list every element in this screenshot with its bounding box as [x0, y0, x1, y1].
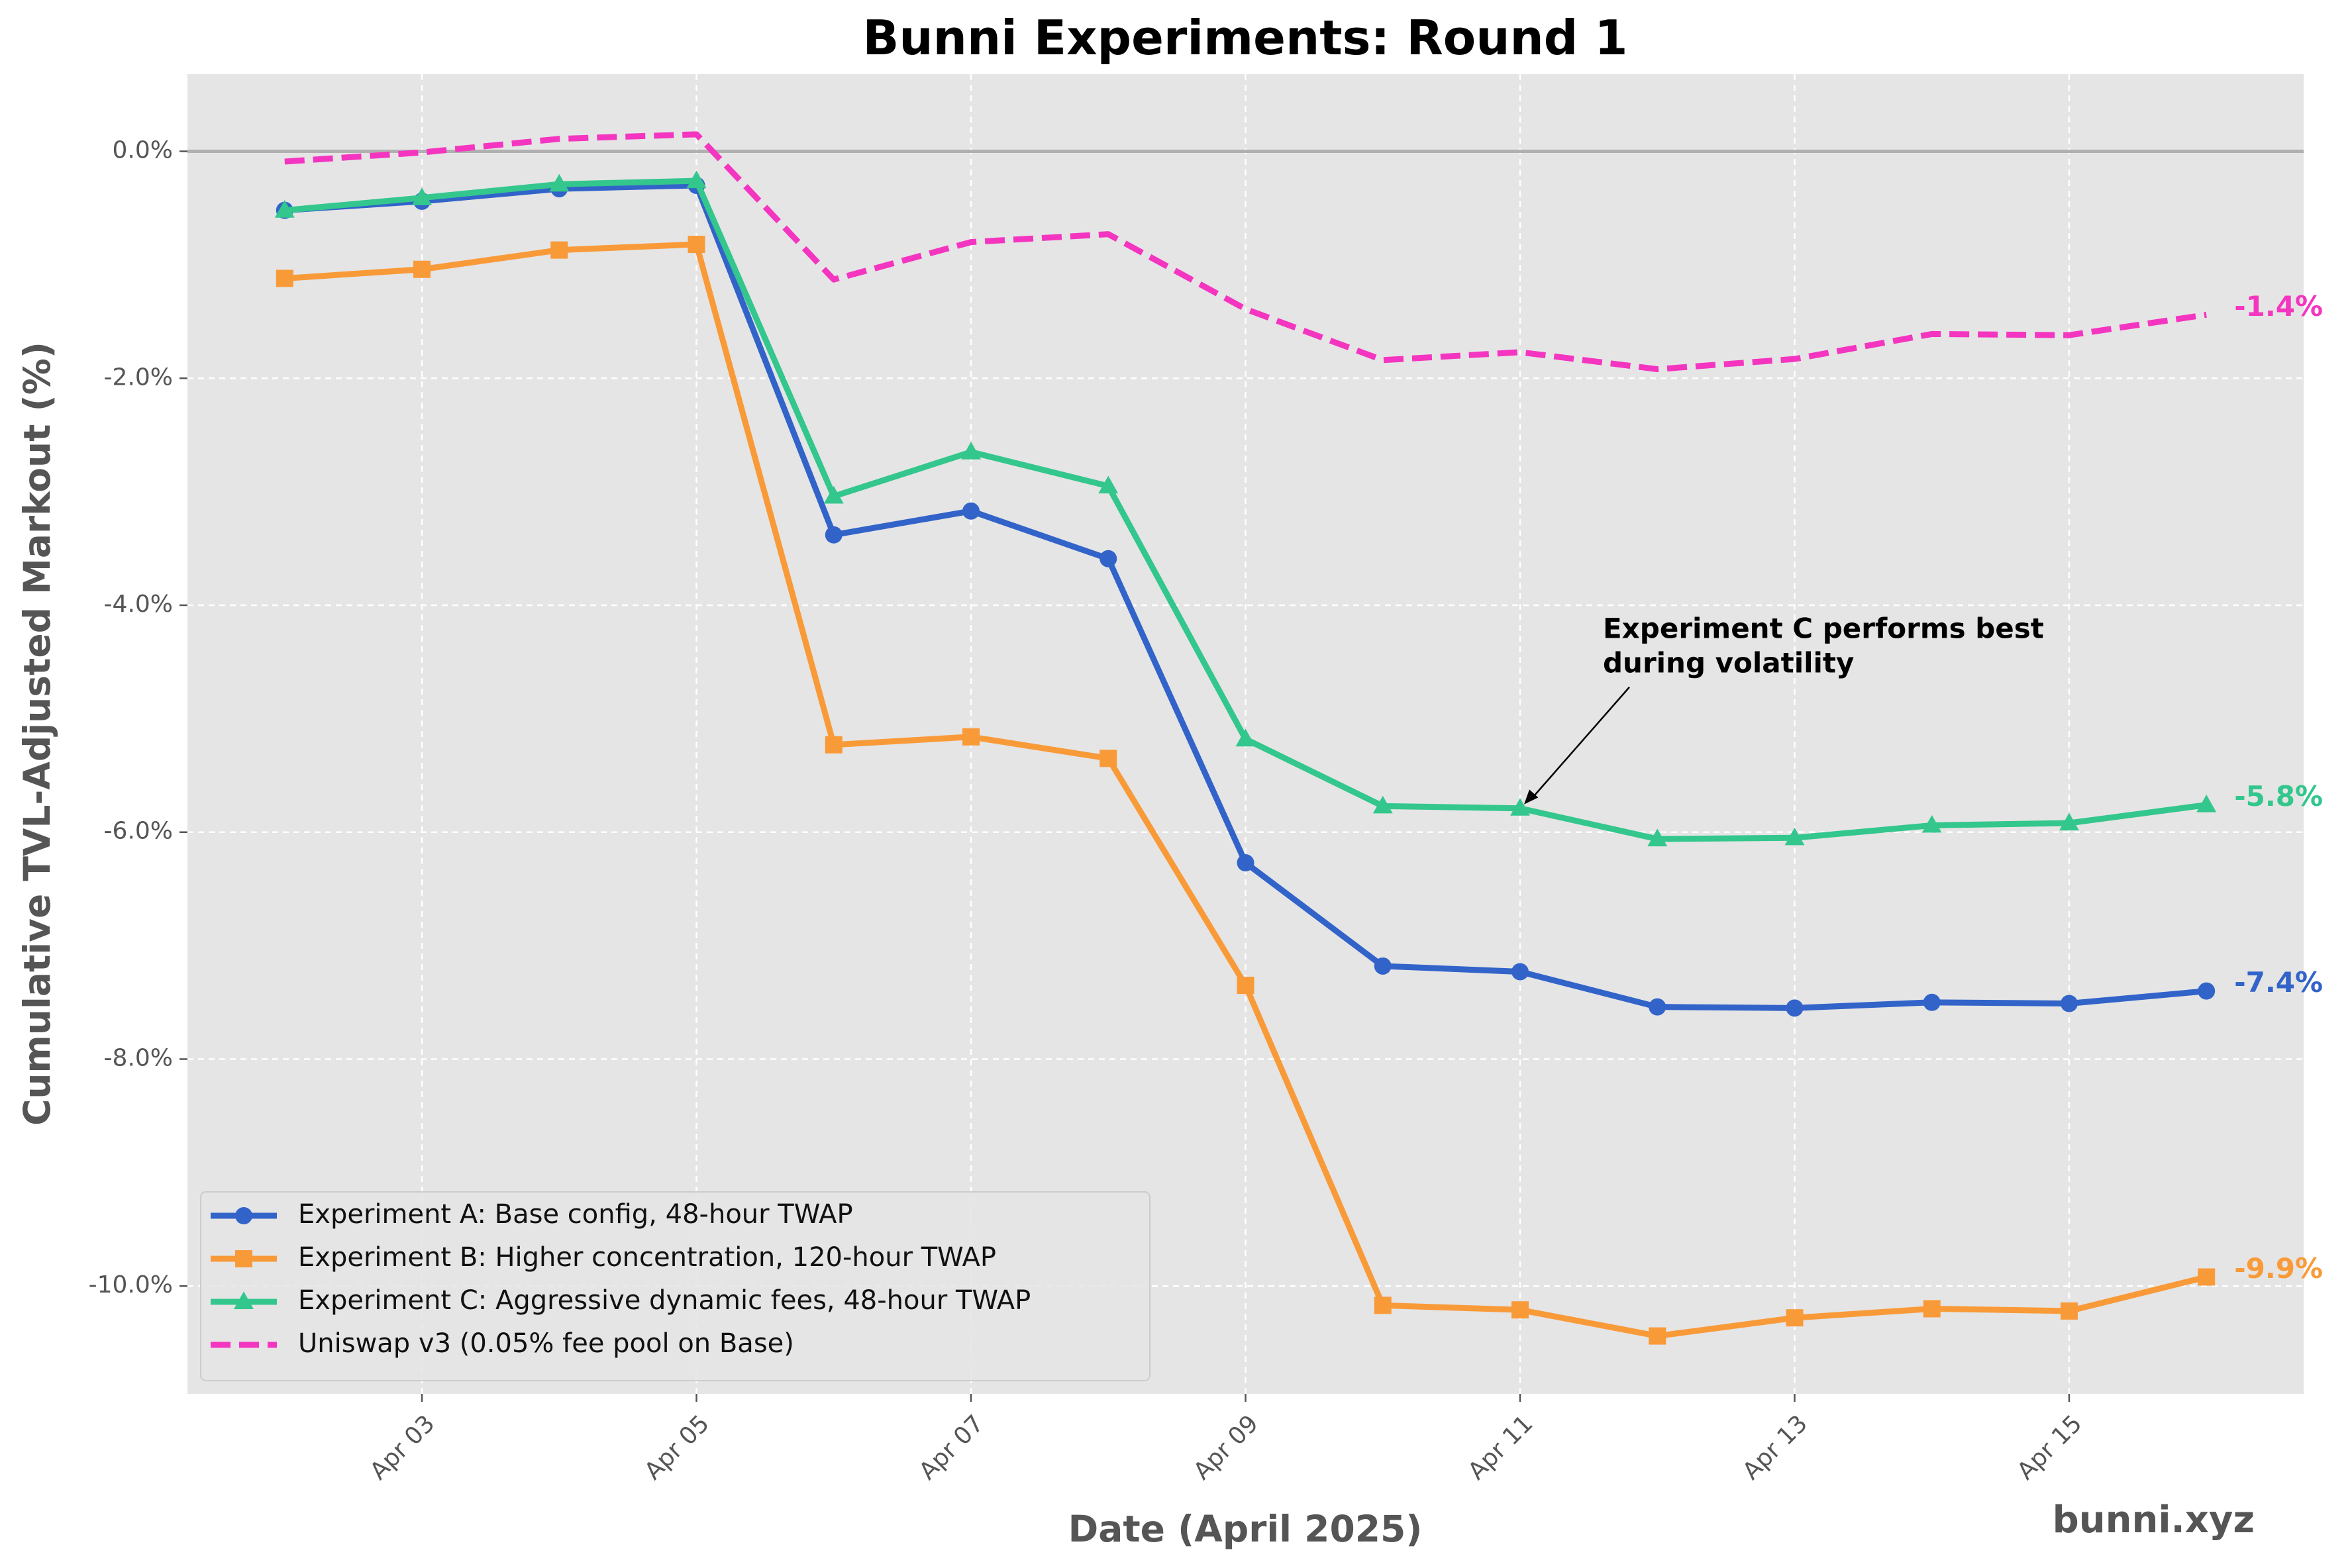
x-axis-label: Date (April 2025): [1068, 1508, 1423, 1550]
annotation-text-line2: during volatility: [1603, 647, 1854, 679]
end-labels: -7.4% -9.9% -5.8% -1.4%: [2234, 290, 2323, 1285]
data-point: [1649, 1327, 1666, 1345]
data-point: [1510, 798, 1530, 816]
series-end-label: -5.8%: [2234, 780, 2323, 812]
data-point: [1786, 999, 1804, 1017]
data-point: [412, 187, 432, 205]
data-point: [1649, 998, 1666, 1016]
annotation-arrow: [1530, 686, 1630, 801]
legend-box: [200, 1191, 1150, 1381]
y-axis: 0.0% -2.0% -4.0% -6.0% -8.0% -10.0%: [89, 137, 187, 1298]
data-point: [2060, 995, 2078, 1012]
data-point: [1647, 828, 1668, 847]
y-axis-label: Cumulative TVL-Adjusted Markout (%): [16, 342, 58, 1126]
series-end-label: -9.9%: [2234, 1252, 2323, 1285]
data-point: [1235, 728, 1256, 747]
y-tick-label: -8.0%: [104, 1044, 173, 1071]
data-point: [961, 442, 981, 460]
data-point: [2060, 1302, 2078, 1320]
series-1: [276, 176, 2216, 1017]
y-tick-label: -10.0%: [89, 1271, 173, 1298]
data-point: [2196, 795, 2217, 812]
data-point: [2059, 812, 2079, 831]
data-point: [1237, 854, 1254, 872]
data-point: [962, 728, 980, 746]
legend-label: Experiment A: Base config, 48-hour TWAP: [298, 1199, 853, 1230]
data-point: [1511, 963, 1529, 981]
series-line: [284, 131, 2207, 373]
data-point: [1098, 475, 1119, 494]
data-point: [549, 173, 570, 192]
series-3: [274, 170, 2217, 847]
data-point: [1099, 550, 1117, 567]
y-tick-label: -4.0%: [104, 591, 173, 618]
y-tick-label: -2.0%: [104, 364, 173, 391]
data-point: [276, 270, 293, 287]
data-point: [825, 526, 843, 544]
data-point: [823, 485, 844, 504]
series-end-label: -7.4%: [2234, 966, 2323, 999]
data-point: [1923, 993, 1941, 1011]
data-point: [688, 236, 705, 254]
legend-label: Experiment C: Aggressive dynamic fees, 4…: [298, 1285, 1031, 1316]
series-group: [274, 131, 2217, 1345]
y-tick-label: -6.0%: [104, 818, 173, 845]
watermark: bunni.xyz: [2053, 1498, 2255, 1542]
data-point: [1372, 795, 1393, 814]
data-point: [274, 200, 295, 218]
data-point: [550, 241, 568, 259]
series-4: [284, 131, 2207, 373]
data-point: [1099, 750, 1117, 767]
data-point: [1786, 1309, 1804, 1327]
annotation: Experiment C performs best during volati…: [1523, 612, 2044, 805]
data-point: [962, 502, 980, 520]
data-point: [2198, 982, 2216, 1000]
data-point: [1374, 957, 1392, 975]
legend-label: Experiment B: Higher concentration, 120-…: [298, 1242, 996, 1273]
data-point: [1374, 1297, 1392, 1314]
chart-title: Bunni Experiments: Round 1: [863, 10, 1628, 66]
data-point: [686, 170, 707, 189]
data-point: [2198, 1268, 2216, 1286]
legend-label: Uniswap v3 (0.05% fee pool on Base): [298, 1328, 794, 1359]
data-point: [1923, 1300, 1941, 1318]
data-point: [234, 1291, 254, 1310]
data-point: [1784, 827, 1805, 846]
data-point: [1511, 1301, 1529, 1319]
series-end-label: -1.4%: [2234, 290, 2323, 322]
data-point: [1237, 977, 1254, 995]
annotation-arrowhead: [1523, 789, 1539, 805]
legend: Experiment A: Base config, 48-hour TWAP E…: [200, 1191, 1150, 1381]
data-point: [825, 736, 843, 754]
data-point: [1921, 814, 1942, 833]
series-2: [276, 236, 2216, 1345]
data-point: [413, 260, 431, 278]
data-point: [235, 1207, 252, 1224]
annotation-text-line1: Experiment C performs best: [1603, 612, 2044, 645]
data-point: [235, 1250, 252, 1267]
y-tick-label: 0.0%: [113, 137, 173, 164]
